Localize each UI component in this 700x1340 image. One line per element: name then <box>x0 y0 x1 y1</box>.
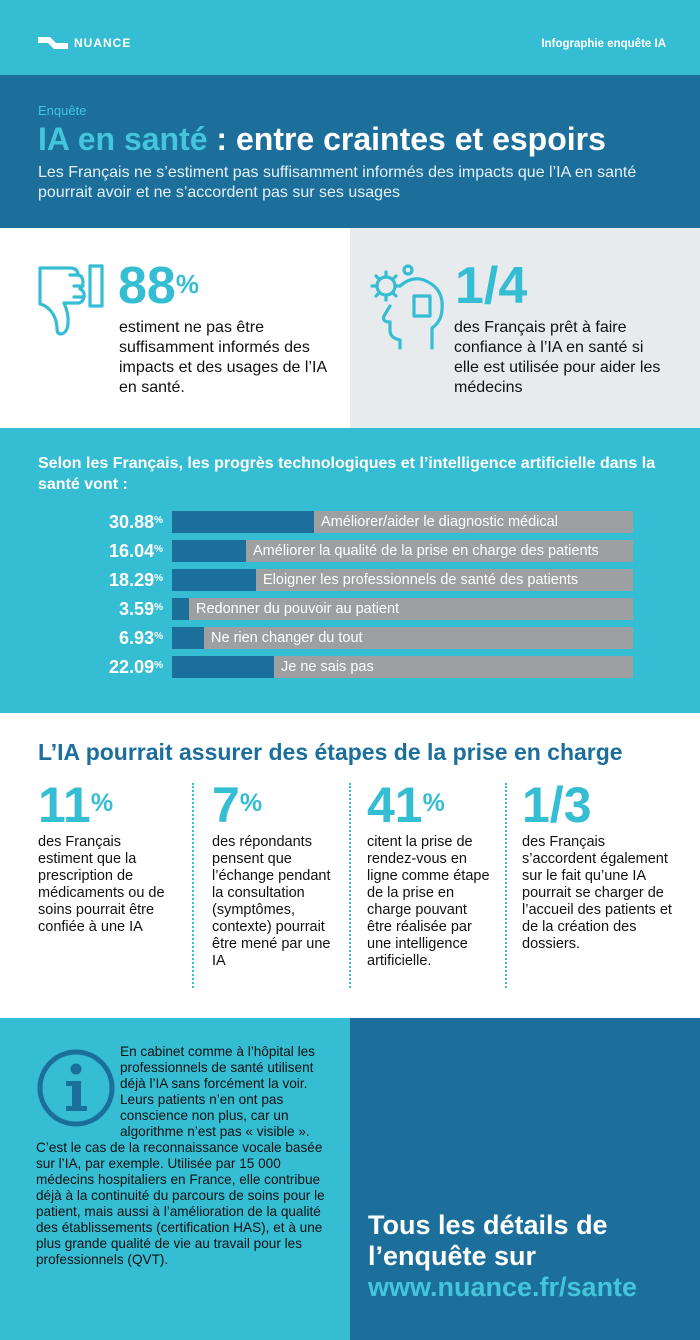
hero-eyebrow: Enquête <box>38 103 87 118</box>
bar-category-label: Améliorer la qualité de la prise en char… <box>253 543 599 559</box>
bar-value-number: 16.04 <box>109 541 155 561</box>
bar-value-label: 30.88% <box>35 511 163 533</box>
steps-title: L’IA pourrait assurer des étapes de la p… <box>38 739 623 765</box>
info-icon <box>37 1049 115 1127</box>
head-gears-icon <box>370 264 444 350</box>
chart-title: Selon les Français, les progrès technolo… <box>38 455 656 493</box>
bar-value-number: 22.09 <box>109 657 155 677</box>
bar-value-number: 30.88 <box>109 512 155 532</box>
page-subtitle: Les Français ne s’estiment pas suffisamm… <box>38 164 637 201</box>
bar-value-label: 3.59% <box>35 598 163 620</box>
hero-section: Enquête IA en santé : entre craintes et … <box>0 75 700 228</box>
step-value-appointment: 41% <box>367 777 445 833</box>
thumbs-down-icon <box>38 264 104 336</box>
stat-value-trust: 1/4 <box>455 257 528 315</box>
bar-value-unit: % <box>154 515 163 526</box>
cta-panel: Tous les détails de l’enquête sur www.nu… <box>350 1018 700 1340</box>
step-divider <box>349 783 351 988</box>
bar <box>172 540 246 562</box>
brand-logo[interactable]: NUANCE <box>36 33 146 53</box>
stat-value-informed: 88% <box>118 257 199 315</box>
step-value-consultation: 7% <box>212 777 263 833</box>
bar <box>172 511 314 533</box>
bar-track: Améliorer la qualité de la prise en char… <box>172 540 633 562</box>
bar-category-label: Ne rien changer du tout <box>211 630 363 646</box>
bar-category-label: Je ne sais pas <box>281 659 374 675</box>
cta-link[interactable]: www.nuance.fr/sante <box>368 1272 638 1302</box>
bar <box>172 598 189 620</box>
bar-track: Eloigner les professionnels de santé des… <box>172 569 633 591</box>
bar-value-number: 3.59 <box>119 599 155 619</box>
bar <box>172 656 274 678</box>
bar-category-label: Redonner du pouvoir au patient <box>196 601 400 617</box>
bar <box>172 627 204 649</box>
title-rest: : entre craintes et espoirs <box>207 121 606 157</box>
stat-text-informed: estiment ne pas être suffisamment inform… <box>119 319 327 396</box>
step-text-prescription: des Français estiment que la prescriptio… <box>38 834 165 935</box>
cta-line-2: l’enquête sur <box>368 1241 537 1271</box>
bar-value-unit: % <box>154 573 163 584</box>
care-steps-section: L’IA pourrait assurer des étapes de la p… <box>0 713 700 1018</box>
bar-value-unit: % <box>154 602 163 613</box>
step-text-reception: des Français s’accordent également sur l… <box>522 834 672 952</box>
bar-chart: 30.88% Améliorer/aider le diagnostic médi… <box>0 428 700 713</box>
key-stats: 88% estiment ne pas être suffisamment in… <box>0 228 700 428</box>
step-text-consultation: des répondants pensent que l’échange pen… <box>212 834 331 969</box>
bar-track: Améliorer/aider le diagnostic médical <box>172 511 633 533</box>
stat-text-trust: des Français prêt à faire confiance à l’… <box>454 319 661 396</box>
bottom-section: En cabinet comme à l’hôpital les profess… <box>0 1018 700 1340</box>
step-divider <box>505 783 507 988</box>
header-bar: NUANCE Infographie enquête IA <box>0 0 700 75</box>
bar-value-unit: % <box>154 631 163 642</box>
page-title: IA en santé : entre craintes et espoirs <box>38 119 606 159</box>
nuance-logo-mark-icon <box>38 37 68 49</box>
step-value-reception: 1/3 <box>522 777 592 833</box>
chart-section: Selon les Français, les progrès technolo… <box>0 428 700 713</box>
bar-value-unit: % <box>154 660 163 671</box>
bar-value-number: 18.29 <box>109 570 155 590</box>
bar-category-label: Eloigner les professionnels de santé des… <box>263 572 579 588</box>
step-divider <box>192 783 194 988</box>
info-panel: En cabinet comme à l’hôpital les profess… <box>0 1018 350 1340</box>
bar <box>172 569 256 591</box>
bar-value-label: 18.29% <box>35 569 163 591</box>
stat-card-trust: 1/4 des Français prêt à faire confiance … <box>350 228 700 428</box>
cta-line-1: Tous les détails de <box>368 1210 608 1240</box>
bar-value-label: 16.04% <box>35 540 163 562</box>
bar-track: Redonner du pouvoir au patient <box>172 598 633 620</box>
step-text-appointment: citent la prise de rendez-vous en ligne … <box>367 834 490 969</box>
info-text: En cabinet comme à l’hôpital les profess… <box>36 1044 325 1267</box>
bar-value-label: 6.93% <box>35 627 163 649</box>
brand-name: NUANCE <box>74 36 132 50</box>
bar-value-label: 22.09% <box>35 656 163 678</box>
bar-category-label: Améliorer/aider le diagnostic médical <box>321 514 558 530</box>
bar-track: Ne rien changer du tout <box>172 627 633 649</box>
step-value-prescription: 11% <box>38 777 114 833</box>
bar-track: Je ne sais pas <box>172 656 633 678</box>
bar-value-number: 6.93 <box>119 628 155 648</box>
header-label: Infographie enquête IA <box>541 38 666 50</box>
title-highlight: IA en santé <box>38 121 208 157</box>
bar-value-unit: % <box>154 544 163 555</box>
stat-card-informed: 88% estiment ne pas être suffisamment in… <box>0 228 350 428</box>
